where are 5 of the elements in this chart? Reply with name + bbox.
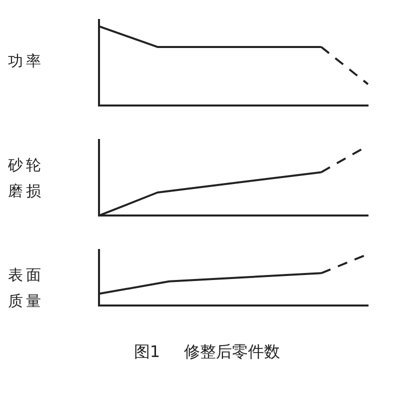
- y-axis-title: 功率: [8, 51, 45, 72]
- y-axis-title: 表面质量: [8, 265, 45, 312]
- caption: 图1: [134, 342, 160, 363]
- y-axis-title: 砂轮磨损: [8, 155, 45, 202]
- x-axis-title: 修整后零件数: [184, 342, 280, 363]
